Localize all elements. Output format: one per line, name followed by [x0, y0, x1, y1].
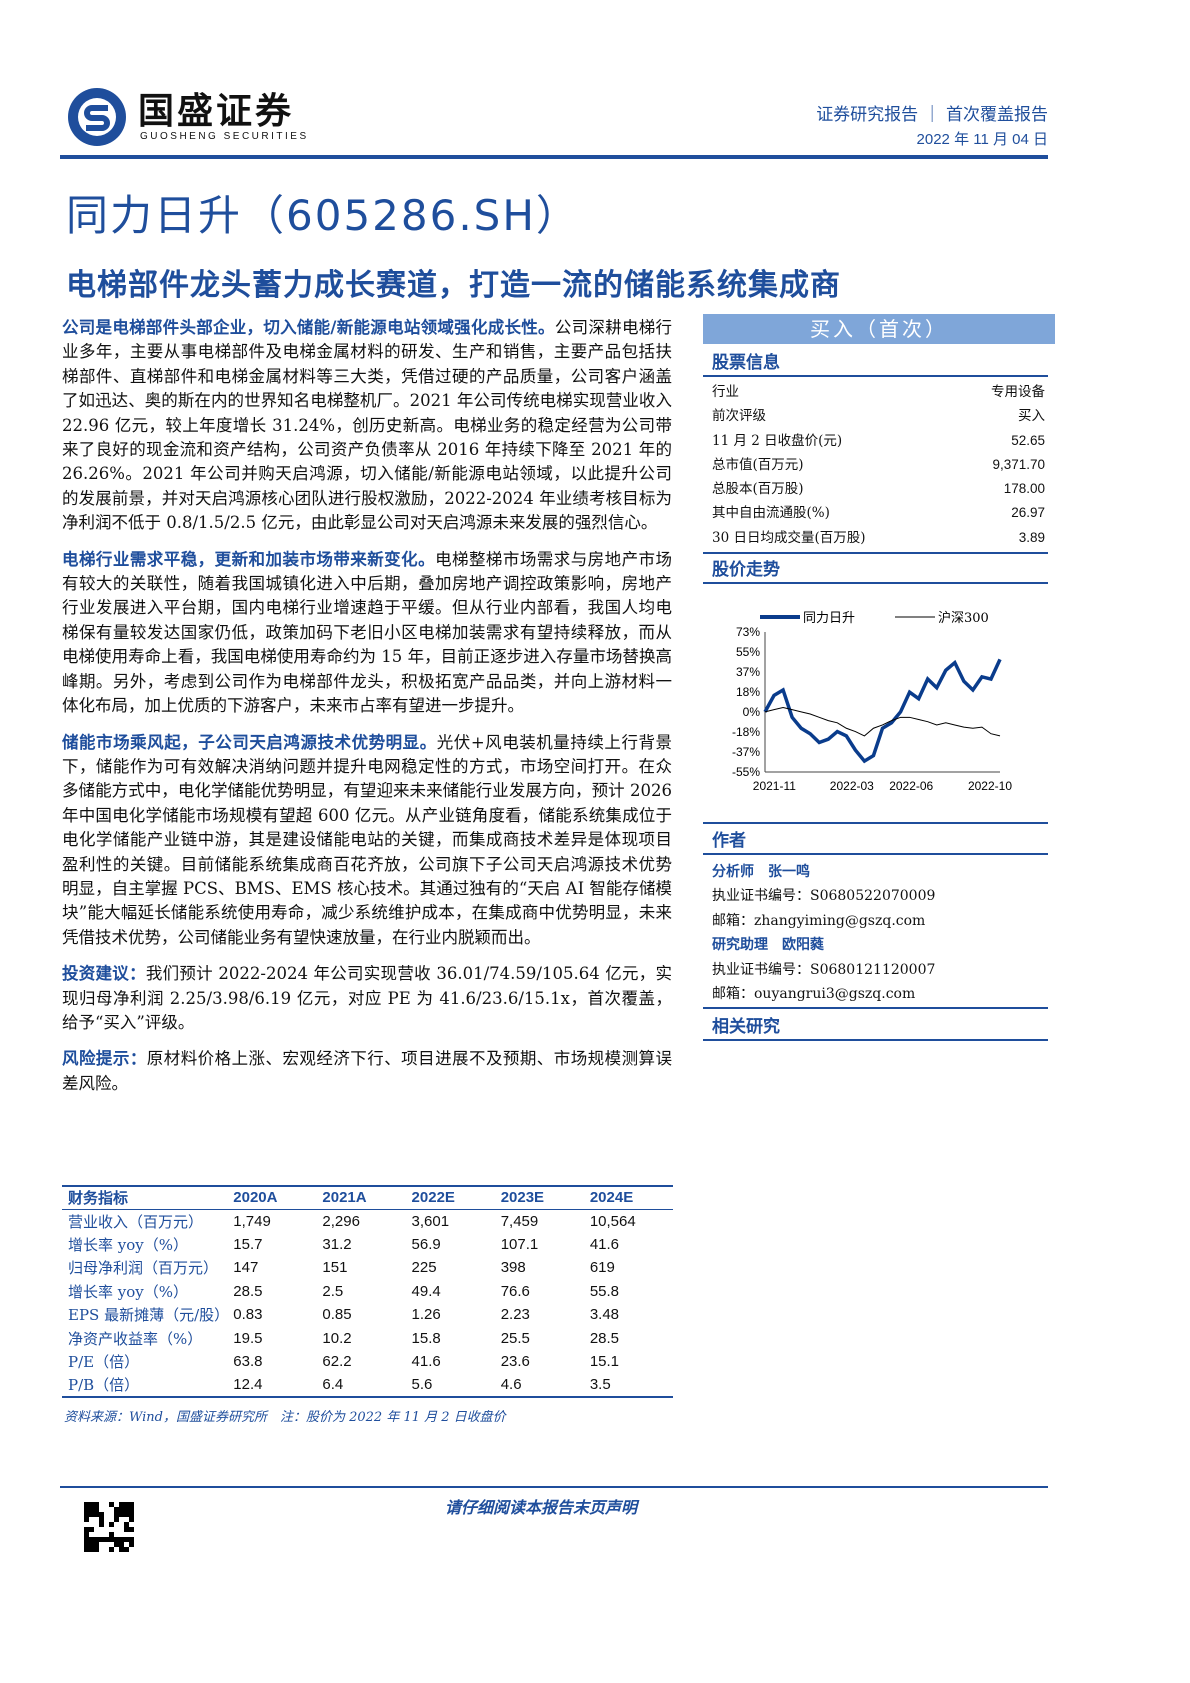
price-chart: 73% 55% 37% 18% 0% -18% -37% -55%2021-11 2022-03…: [732, 610, 1012, 793]
x-tick-label: 2022-10: [968, 779, 1012, 793]
assistant-email[interactable]: 邮箱：ouyangrui3@gszq.com: [712, 986, 916, 1003]
info-row: 11 月 2 日收盘价(元) 52.65: [712, 432, 1045, 449]
page-title: 同力日升（605286.SH）: [66, 191, 580, 240]
paragraph: 投资建议：我们预计 2022-2024 年公司实现营收 36.01/74.59/…: [62, 964, 672, 1032]
table-row: 归母净利润（百万元） 147 151 225 398 619: [68, 1259, 615, 1278]
divider: [703, 853, 1048, 855]
y-tick-label: -55%: [732, 765, 760, 779]
page-subtitle: 电梯部件龙头蓄力成长赛道，打造一流的储能系统集成商: [66, 268, 841, 303]
x-tick-label: 2021-11: [753, 779, 796, 793]
financial-table: 财务指标 2020A 2021A 2022E 2023E 2024E 营业收入（百万元） 1,…: [62, 1184, 673, 1398]
related-research-heading: 相关研究: [712, 1017, 780, 1037]
authors-heading: 作者: [712, 831, 746, 851]
legend-label: 同力日升: [803, 611, 855, 626]
divider: [703, 822, 1048, 824]
divider: [703, 1039, 1048, 1041]
table-row: P/B（倍） 12.4 6.4 5.6 4.6 3.5: [62, 1373, 673, 1398]
table-row: 增长率 yoy（%） 28.5 2.5 49.4 76.6 55.8: [68, 1282, 620, 1301]
paragraph: 储能市场乘风起，子公司天启鸿源技术优势明显。光伏+风电装机量持续上行背景下，储能…: [62, 732, 673, 947]
qr-code-icon: [84, 1502, 134, 1552]
table-row: 增长率 yoy（%） 15.7 31.2 56.9 107.1 41.6: [68, 1235, 620, 1254]
divider: [703, 552, 1048, 554]
divider: [703, 375, 1048, 377]
y-tick-label: -37%: [732, 745, 760, 759]
stock-info-table: 行业 专用设备 前次评级 买入 11 月 2 日收盘价(元) 52.65 总市值(百万元) 9…: [712, 380, 1045, 550]
divider: [60, 155, 1048, 159]
table-row: 净资产收益率（%） 19.5 10.2 15.8 25.5 28.5: [68, 1329, 620, 1348]
info-row: 总市值(百万元) 9,371.70: [712, 456, 1045, 473]
stock-info-heading: 股票信息: [712, 353, 780, 373]
authors-block: 分析师 张一鸣 执业证书编号：S0680522070009 邮箱：zhangyi…: [712, 860, 935, 1006]
legend-label: 沪深300: [938, 610, 989, 626]
source-note: 资料来源：Wind，国盛证券研究所 注：股价为 2022 年 11 月 2 日收…: [64, 1410, 506, 1425]
divider: [703, 1007, 1048, 1009]
y-tick-label: 73%: [736, 625, 760, 639]
price-trend-heading: 股价走势: [712, 560, 780, 580]
y-tick-label: 55%: [736, 645, 760, 659]
y-tick-label: 18%: [736, 685, 760, 699]
table-row: EPS 最新摊薄（元/股） 0.83 0.85 1.26 2.23 3.48: [68, 1306, 620, 1325]
info-row: 其中自由流通股(%) 26.97: [712, 505, 1045, 522]
divider: [703, 582, 1048, 584]
y-tick-label: 0%: [743, 705, 761, 719]
logo: 国盛证券 GUOSHENG SECURITIES: [66, 86, 309, 148]
paragraph: 电梯行业需求平稳，更新和加装市场带来新变化。电梯整梯市场需求与房地产市场有较大的…: [62, 549, 673, 716]
divider: [60, 1486, 1048, 1488]
y-tick-label: 37%: [736, 665, 760, 679]
info-row: 30 日日均成交量(百万股) 3.89: [712, 529, 1045, 546]
x-tick-label: 2022-06: [889, 779, 933, 793]
y-tick-label: -18%: [732, 725, 760, 739]
table-header: 财务指标 2020A 2021A 2022E 2023E 2024E: [62, 1184, 673, 1210]
logo-emblem-icon: [68, 88, 126, 146]
series-line-hs300: [764, 706, 1001, 737]
analyst-email[interactable]: 邮箱：zhangyiming@gszq.com: [712, 912, 926, 929]
table-row: 营业收入（百万元） 1,749 2,296 3,601 7,459 10,564: [68, 1212, 636, 1231]
report-date: 2022 年 11 月 04 日: [916, 131, 1048, 148]
summary-text: 公司是电梯部件头部企业，切入储能/新能源电站领域强化成长性。公司深耕电梯行业多年…: [62, 316, 672, 1108]
info-row: 总股本(百万股) 178.00: [712, 481, 1045, 498]
report-type: 证券研究报告 ｜ 首次覆盖报告: [816, 105, 1048, 125]
info-row: 行业 专用设备: [712, 384, 1045, 400]
rating-badge: 买入（首次）: [703, 314, 1055, 344]
disclaimer: 请仔细阅读本报告末页声明: [445, 1498, 638, 1517]
info-row: 前次评级 买入: [712, 408, 1045, 425]
analyst-name: 张一鸣: [768, 864, 810, 880]
paragraph: 风险提示：原材料价格上涨、宏观经济下行、项目进展不及预期、市场规模测算误差风险。: [62, 1049, 673, 1093]
paragraph: 公司是电梯部件头部企业，切入储能/新能源电站领域强化成长性。公司深耕电梯行业多年…: [62, 318, 673, 533]
assistant-name: 欧阳蕤: [782, 937, 824, 954]
x-tick-label: 2022-03: [830, 779, 874, 793]
table-row: P/E（倍） 63.8 62.2 41.6 23.6 15.1: [68, 1352, 620, 1371]
series-line-tongli: [763, 658, 1002, 764]
